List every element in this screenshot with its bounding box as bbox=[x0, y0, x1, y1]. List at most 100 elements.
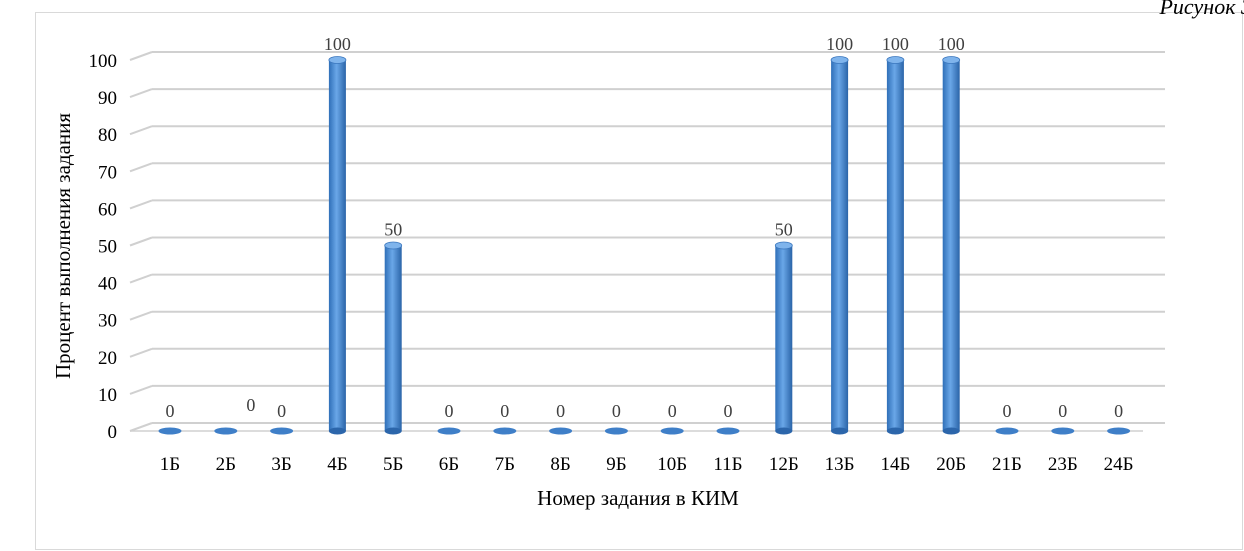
bar-top bbox=[774, 241, 793, 250]
bar bbox=[1051, 427, 1075, 435]
gridline-depth bbox=[129, 88, 153, 99]
x-tick-label: 6Б bbox=[439, 454, 459, 475]
gridline-depth bbox=[129, 199, 153, 210]
y-tick-label: 30 bbox=[98, 311, 117, 332]
bar-zero bbox=[493, 427, 517, 435]
y-tick-label: 100 bbox=[89, 51, 118, 72]
bar bbox=[328, 56, 347, 435]
x-axis-title: Номер задания в КИМ bbox=[537, 486, 739, 510]
bar-base bbox=[942, 427, 960, 435]
bar bbox=[942, 56, 961, 435]
x-tick-label: 11Б bbox=[713, 454, 742, 475]
y-tick-label: 90 bbox=[98, 88, 117, 109]
bar-zero bbox=[270, 427, 294, 435]
x-tick-label: 21Б bbox=[992, 454, 1022, 475]
data-label: 0 bbox=[166, 401, 175, 421]
bar bbox=[270, 427, 294, 435]
gridline-depth bbox=[129, 236, 153, 247]
bar bbox=[1107, 427, 1131, 435]
bar-zero bbox=[995, 427, 1019, 435]
bar bbox=[774, 241, 793, 435]
figure-caption: Рисунок 3 bbox=[1159, 0, 1244, 19]
x-tick-label: 7Б bbox=[495, 454, 515, 475]
bar bbox=[437, 427, 461, 435]
bar bbox=[493, 427, 517, 435]
data-label: 0 bbox=[612, 401, 621, 421]
gridline-depth bbox=[129, 310, 153, 321]
bar bbox=[830, 56, 849, 435]
bar-top bbox=[886, 56, 905, 64]
x-tick-label: 3Б bbox=[271, 454, 291, 475]
x-tick-label: 23Б bbox=[1048, 454, 1078, 475]
bar-zero bbox=[604, 427, 628, 435]
x-tick-label: 2Б bbox=[216, 454, 236, 475]
bar-base bbox=[384, 427, 402, 435]
x-tick-label: 9Б bbox=[606, 454, 626, 475]
gridline-depth bbox=[129, 384, 153, 395]
bar bbox=[158, 427, 182, 435]
x-tick-labels: 1Б 2Б 3Б 4Б 5Б 6Б 7Б 8Б 9Б 10Б 11Б 12Б 13Б 14Б 20Б 21Б 2… bbox=[160, 454, 1134, 475]
bar bbox=[549, 427, 573, 435]
x-tick-label: 12Б bbox=[769, 454, 799, 475]
bar-zero bbox=[549, 427, 573, 435]
x-tick-label: 20Б bbox=[936, 454, 966, 475]
bar-body bbox=[831, 60, 849, 431]
x-tick-label: 14Б bbox=[880, 454, 910, 475]
gridline-depth bbox=[129, 51, 153, 61]
y-tick-label: 40 bbox=[98, 274, 117, 295]
y-tick-label: 60 bbox=[98, 199, 117, 220]
bar-body bbox=[384, 245, 402, 431]
y-tick-label: 10 bbox=[98, 385, 117, 406]
y-tick-labels: 0 10 20 30 40 50 60 70 80 90 100 bbox=[89, 51, 118, 443]
y-axis-title: Процент выполнения задания bbox=[51, 113, 75, 379]
bar-top bbox=[328, 56, 347, 64]
bar-body bbox=[775, 245, 793, 431]
data-label: 100 bbox=[938, 34, 965, 54]
x-tick-label: 13Б bbox=[825, 454, 855, 475]
bar bbox=[716, 427, 740, 435]
y-tick-label: 80 bbox=[98, 125, 117, 146]
x-tick-label: 10Б bbox=[657, 454, 687, 475]
y-tick-label: 70 bbox=[98, 162, 117, 183]
chart-frame bbox=[35, 12, 1243, 550]
bars bbox=[158, 56, 1131, 435]
data-label: 0 bbox=[277, 401, 286, 421]
gridline-depth bbox=[129, 347, 153, 358]
data-label: 0 bbox=[724, 401, 733, 421]
x-tick-label: 8Б bbox=[550, 454, 570, 475]
data-labels: 0 0 100 50 0 0 0 0 0 0 50 100 100 100 0 0 0 0 bbox=[166, 34, 1124, 421]
y-tick-label: 0 bbox=[108, 422, 118, 443]
bar bbox=[886, 56, 905, 435]
x-tick-label: 1Б bbox=[160, 454, 180, 475]
data-label: 50 bbox=[384, 220, 402, 240]
y-tick-label: 50 bbox=[98, 237, 117, 258]
data-label: 0 bbox=[246, 395, 255, 415]
gridline-depth bbox=[129, 125, 153, 136]
data-label: 0 bbox=[445, 401, 454, 421]
data-label: 0 bbox=[1058, 401, 1067, 421]
gridlines bbox=[129, 51, 1165, 432]
data-label: 0 bbox=[556, 401, 565, 421]
data-label: 100 bbox=[324, 34, 351, 54]
bar-zero bbox=[214, 427, 238, 435]
bar-top bbox=[384, 241, 403, 250]
bar-zero bbox=[1051, 427, 1075, 435]
gridline-depth bbox=[129, 162, 153, 173]
bar-zero bbox=[437, 427, 461, 435]
bar-base bbox=[775, 427, 793, 435]
bar-body bbox=[886, 60, 904, 431]
bar-zero bbox=[158, 427, 182, 435]
data-label: 0 bbox=[668, 401, 677, 421]
bar-base bbox=[831, 427, 849, 435]
x-tick-label: 24Б bbox=[1104, 454, 1134, 475]
bar-body bbox=[328, 60, 346, 431]
bar-top bbox=[830, 56, 849, 64]
bar-base bbox=[328, 427, 346, 435]
bar bbox=[604, 427, 628, 435]
bar-zero bbox=[716, 427, 740, 435]
gridline-depth bbox=[129, 422, 153, 432]
data-label: 100 bbox=[882, 34, 909, 54]
data-label: 0 bbox=[1114, 401, 1123, 421]
x-tick-label: 5Б bbox=[383, 454, 403, 475]
